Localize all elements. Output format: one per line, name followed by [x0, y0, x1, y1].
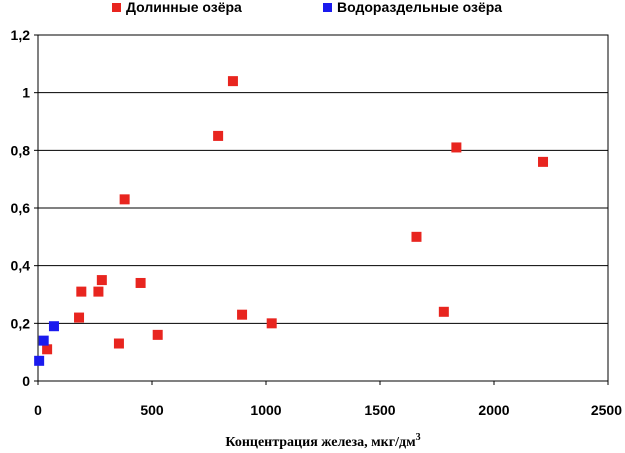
data-point-valley-lake — [93, 286, 104, 297]
data-point-valley-lake — [237, 309, 248, 320]
data-point-valley-lake — [96, 275, 107, 286]
data-point-valley-lake — [76, 286, 87, 297]
data-point-valley-lake — [438, 306, 449, 317]
y-tick-label: 0,2 — [11, 315, 31, 331]
data-point-valley-lake — [152, 329, 163, 340]
legend: Долинные озёра Водораздельные озёра — [112, 0, 502, 15]
data-point-valley-lake — [266, 318, 277, 329]
y-tick-label: 0,8 — [11, 142, 31, 158]
x-axis: 0 500 1000 1500 2000 2500 — [34, 381, 622, 418]
data-point-valley-lake — [135, 277, 146, 288]
x-tick-label: 1000 — [250, 402, 281, 418]
y-tick-label: 1,2 — [11, 27, 31, 43]
y-tick-label: 0,4 — [11, 258, 31, 274]
data-point-valley-lake — [74, 312, 85, 323]
y-tick-label: 1 — [22, 85, 30, 101]
x-tick-label: 2000 — [478, 402, 509, 418]
data-point-valley-lake — [411, 231, 422, 242]
data-point-valley-lake — [227, 76, 238, 87]
x-tick-label: 2500 — [591, 402, 622, 418]
legend-marker-watershed-lakes — [323, 3, 332, 12]
y-tick-label: 0 — [22, 373, 30, 389]
data-point-watershed-lake — [38, 335, 49, 346]
data-point-valley-lake — [213, 130, 224, 141]
gridlines — [38, 92, 608, 324]
x-tick-label: 500 — [140, 402, 164, 418]
x-tick-label: 0 — [34, 402, 42, 418]
data-point-valley-lake — [42, 344, 53, 355]
data-points — [34, 76, 549, 366]
legend-label-valley-lakes: Долинные озёра — [126, 0, 242, 15]
x-tick-label: 1500 — [364, 402, 395, 418]
y-tick-label: 0,6 — [11, 200, 31, 216]
data-point-watershed-lake — [48, 321, 59, 332]
data-point-watershed-lake — [34, 355, 45, 366]
legend-label-watershed-lakes: Водораздельные озёра — [337, 0, 502, 15]
data-point-valley-lake — [119, 194, 130, 205]
data-point-valley-lake — [451, 142, 462, 153]
x-axis-label: Концентрация железа, мкг/дм3 — [225, 432, 420, 450]
data-point-valley-lake — [538, 156, 549, 167]
data-point-valley-lake — [113, 338, 124, 349]
y-axis: 0 0,2 0,4 0,6 0,8 1 1,2 — [11, 27, 38, 389]
legend-marker-valley-lakes — [112, 3, 121, 12]
